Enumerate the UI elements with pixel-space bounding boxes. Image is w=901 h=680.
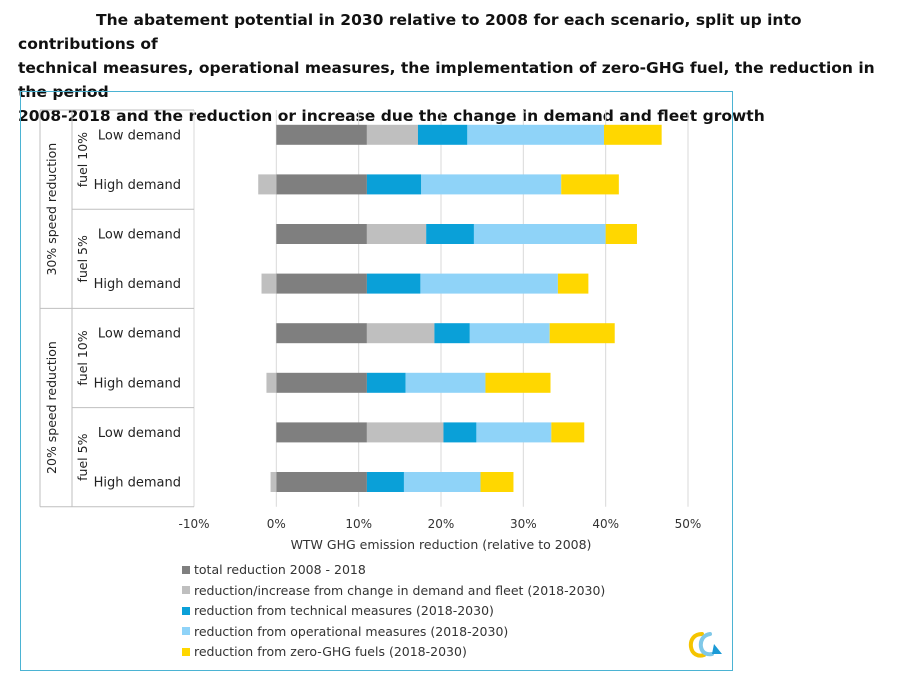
bar-row2-series1 (366, 224, 427, 244)
bar-row4-series0 (276, 323, 367, 344)
bar-row0-series2 (417, 124, 468, 145)
legend-swatch-4 (182, 647, 190, 656)
bar-row3-series0 (276, 273, 367, 294)
x-tick-label-6: 50% (675, 517, 702, 531)
bar-row6-series3 (476, 422, 552, 443)
title-line-2: technical measures, operational measures… (18, 59, 875, 101)
bar-row7-series4 (480, 472, 514, 492)
x-tick-label-0: -10% (178, 517, 209, 531)
legend-swatch-1 (182, 586, 190, 594)
legend-label-3: reduction from operational measures (201… (194, 623, 509, 639)
bar-row2-series4 (605, 224, 637, 244)
bar-row5-series3 (405, 372, 486, 393)
category-label-0: Low demand (98, 128, 181, 143)
bar-row5-series2 (366, 372, 406, 393)
legend-label-0: total reduction 2008 - 2018 (194, 562, 366, 577)
category-label-4: Low demand (98, 327, 181, 342)
bar-row2-series0 (276, 224, 367, 244)
subgroup-label-0-1: fuel 5% (75, 235, 90, 282)
title-line-3: 2008-2018 and the reduction or increase … (18, 107, 765, 125)
legend-swatch-2 (182, 606, 190, 615)
bar-row4-series3 (469, 323, 550, 344)
bar-row1-series2 (366, 174, 422, 195)
x-tick-label-1: 0% (267, 517, 286, 531)
title-line-1: The abatement potential in 2030 relative… (18, 11, 802, 53)
legend-swatch-0 (182, 565, 190, 574)
x-tick-label-2: 10% (345, 517, 372, 531)
bar-row3-series1 (261, 273, 277, 294)
legend-label-1: reduction/increase from change in demand… (194, 582, 606, 598)
chart-frame (20, 91, 733, 671)
bar-row0-series3 (467, 124, 605, 145)
bar-row4-series1 (366, 323, 435, 344)
bar-row0-series4 (604, 124, 662, 145)
subgroup-label-1-1: fuel 5% (75, 433, 90, 480)
legend-label-4: reduction from zero-GHG fuels (2018-2030… (194, 644, 467, 659)
bar-row6-series2 (443, 422, 477, 443)
bar-row7-series0 (276, 472, 367, 492)
category-label-6: Low demand (98, 426, 181, 441)
legend-item-0: total reduction 2008 - 2018 (182, 560, 605, 581)
x-tick-label-5: 40% (592, 517, 619, 531)
bar-row1-series1 (258, 174, 277, 195)
logo-icon (688, 632, 722, 658)
x-tick-label-3: 20% (428, 517, 455, 531)
chart-title: The abatement potential in 2030 relative… (18, 8, 888, 128)
bar-row2-series2 (426, 224, 474, 244)
bar-row2-series3 (473, 224, 606, 244)
subgroup-label-0-0: fuel 10% (75, 132, 90, 187)
group-label-1: 20% speed reduction (44, 341, 59, 474)
bar-row1-series3 (421, 174, 562, 195)
bar-row6-series1 (366, 422, 444, 443)
bar-row3-series3 (420, 273, 558, 294)
bar-row7-series2 (366, 472, 404, 492)
bar-row4-series4 (549, 323, 615, 344)
category-label-3: High demand (94, 277, 181, 292)
bar-row6-series0 (276, 422, 367, 443)
bar-row7-series3 (403, 472, 481, 492)
bar-row3-series4 (557, 273, 589, 294)
bar-row5-series0 (276, 372, 367, 393)
category-label-2: Low demand (98, 228, 181, 243)
bar-row0-series0 (276, 124, 367, 145)
bar-row7-series1 (270, 472, 277, 492)
bar-row5-series1 (266, 372, 277, 393)
x-tick-label-4: 30% (510, 517, 537, 531)
bar-row1-series0 (276, 174, 367, 195)
group-label-0: 30% speed reduction (44, 143, 59, 276)
bar-row4-series2 (434, 323, 470, 344)
chart-legend: total reduction 2008 - 2018 reduction/inc… (182, 560, 605, 663)
legend-item-1: reduction/increase from change in demand… (182, 581, 605, 602)
legend-item-2: reduction from technical measures (2018-… (182, 601, 605, 622)
category-label-5: High demand (94, 376, 181, 391)
category-label-1: High demand (94, 178, 181, 193)
x-axis-title: WTW GHG emission reduction (relative to … (291, 537, 592, 552)
legend-item-3: reduction from operational measures (201… (182, 622, 605, 643)
legend-label-2: reduction from technical measures (2018-… (194, 603, 494, 618)
category-label-7: High demand (94, 476, 181, 491)
legend-swatch-3 (182, 627, 190, 635)
subgroup-label-1-0: fuel 10% (75, 330, 90, 385)
bar-row3-series2 (366, 273, 421, 294)
bar-row5-series4 (485, 372, 551, 393)
legend-item-4: reduction from zero-GHG fuels (2018-2030… (182, 642, 605, 663)
bar-row0-series1 (366, 124, 418, 145)
bar-row1-series4 (561, 174, 619, 195)
bar-row6-series4 (551, 422, 585, 443)
